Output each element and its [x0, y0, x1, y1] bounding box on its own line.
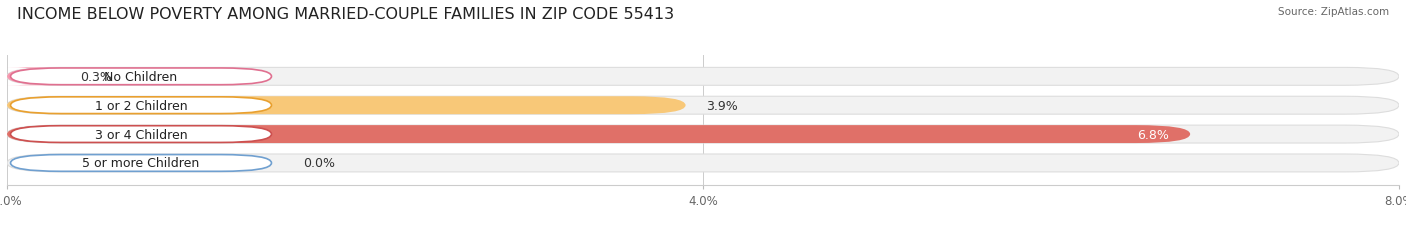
Text: 3 or 4 Children: 3 or 4 Children	[94, 128, 187, 141]
FancyBboxPatch shape	[7, 97, 1399, 115]
Text: 0.0%: 0.0%	[302, 157, 335, 170]
FancyBboxPatch shape	[10, 155, 271, 172]
FancyBboxPatch shape	[7, 68, 1399, 86]
Text: Source: ZipAtlas.com: Source: ZipAtlas.com	[1278, 7, 1389, 17]
FancyBboxPatch shape	[10, 126, 271, 143]
FancyBboxPatch shape	[7, 97, 686, 115]
Text: No Children: No Children	[104, 70, 177, 83]
FancyBboxPatch shape	[6, 68, 60, 86]
FancyBboxPatch shape	[7, 126, 1191, 143]
Text: 5 or more Children: 5 or more Children	[83, 157, 200, 170]
Text: 1 or 2 Children: 1 or 2 Children	[94, 99, 187, 112]
Text: 0.3%: 0.3%	[80, 70, 112, 83]
FancyBboxPatch shape	[10, 69, 271, 85]
FancyBboxPatch shape	[7, 126, 1399, 143]
FancyBboxPatch shape	[10, 97, 271, 114]
Text: 3.9%: 3.9%	[706, 99, 738, 112]
Text: 6.8%: 6.8%	[1137, 128, 1170, 141]
FancyBboxPatch shape	[7, 154, 1399, 172]
Text: INCOME BELOW POVERTY AMONG MARRIED-COUPLE FAMILIES IN ZIP CODE 55413: INCOME BELOW POVERTY AMONG MARRIED-COUPL…	[17, 7, 673, 22]
